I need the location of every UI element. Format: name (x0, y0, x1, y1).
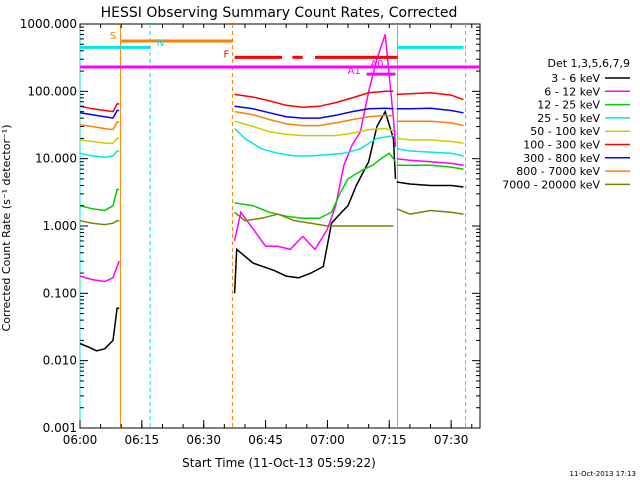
series-line (79, 103, 120, 113)
series-line (396, 120, 464, 127)
x-tick-label: 06:45 (248, 433, 283, 447)
flag-label: A0 (370, 59, 383, 70)
series-line (234, 110, 394, 127)
series-line (396, 181, 464, 188)
flag-label: A1 (348, 66, 361, 77)
series-line (79, 137, 120, 144)
timestamp: 11-Oct-2013 17:13 (570, 470, 636, 478)
legend-label: 800 - 7000 keV (516, 165, 600, 178)
series-line (234, 120, 394, 137)
flag-label: N (157, 38, 164, 49)
series-line (396, 92, 464, 101)
series-line (79, 219, 120, 226)
x-tick-label: 06:15 (125, 433, 160, 447)
series-line (79, 150, 120, 158)
flag-label: S (110, 31, 116, 42)
series-line (396, 164, 464, 170)
legend-label: 6 - 12 keV (544, 85, 600, 98)
series-line (396, 107, 464, 114)
legend-label: 3 - 6 keV (551, 72, 600, 85)
y-tick-label: 100.000 (27, 84, 77, 98)
x-tick-label: 06:00 (63, 433, 98, 447)
y-tick-label: 0.100 (43, 286, 77, 300)
legend-label: 300 - 800 keV (523, 152, 600, 165)
series-line (234, 90, 394, 109)
series-line (79, 260, 120, 283)
flag-label: F (224, 49, 230, 60)
y-tick-label: 0.001 (43, 421, 77, 435)
series-line (234, 211, 394, 227)
series-line (396, 157, 464, 166)
y-tick-label: 1.000 (43, 219, 77, 233)
series-line (234, 152, 397, 220)
legend-label: 25 - 50 keV (537, 112, 600, 125)
legend-label: 7000 - 20000 keV (502, 178, 600, 191)
series-line (233, 34, 397, 251)
legend-label: 50 - 100 keV (530, 125, 600, 138)
chart-title: HESSI Observing Summary Count Rates, Cor… (101, 5, 458, 21)
legend-label: 12 - 25 keV (537, 99, 600, 112)
x-tick-label: 07:00 (310, 433, 345, 447)
x-tick-label: 07:15 (372, 433, 407, 447)
x-tick-label: 07:30 (434, 433, 469, 447)
series-line (396, 137, 464, 144)
legend-title: Det 1,3,5,6,7,9 (547, 57, 630, 70)
series-line (233, 109, 397, 294)
legend-label: 100 - 300 keV (523, 139, 600, 152)
series-line (79, 188, 120, 212)
y-tick-label: 1000.000 (20, 17, 77, 31)
x-axis-label: Start Time (11-Oct-13 05:59:22) (182, 456, 376, 470)
series-line (79, 307, 120, 352)
series-line (396, 208, 464, 215)
series-line (79, 121, 120, 131)
y-tick-label: 10.000 (35, 152, 77, 166)
series-line (396, 148, 464, 157)
y-tick-label: 0.010 (43, 354, 77, 368)
series-line (79, 109, 120, 119)
x-tick-label: 06:30 (186, 433, 221, 447)
series-line (234, 105, 394, 119)
series-line (234, 128, 394, 157)
plot-frame (79, 23, 481, 429)
y-axis-label: Corrected Count Rate (s⁻¹ detector⁻¹) (0, 125, 13, 332)
